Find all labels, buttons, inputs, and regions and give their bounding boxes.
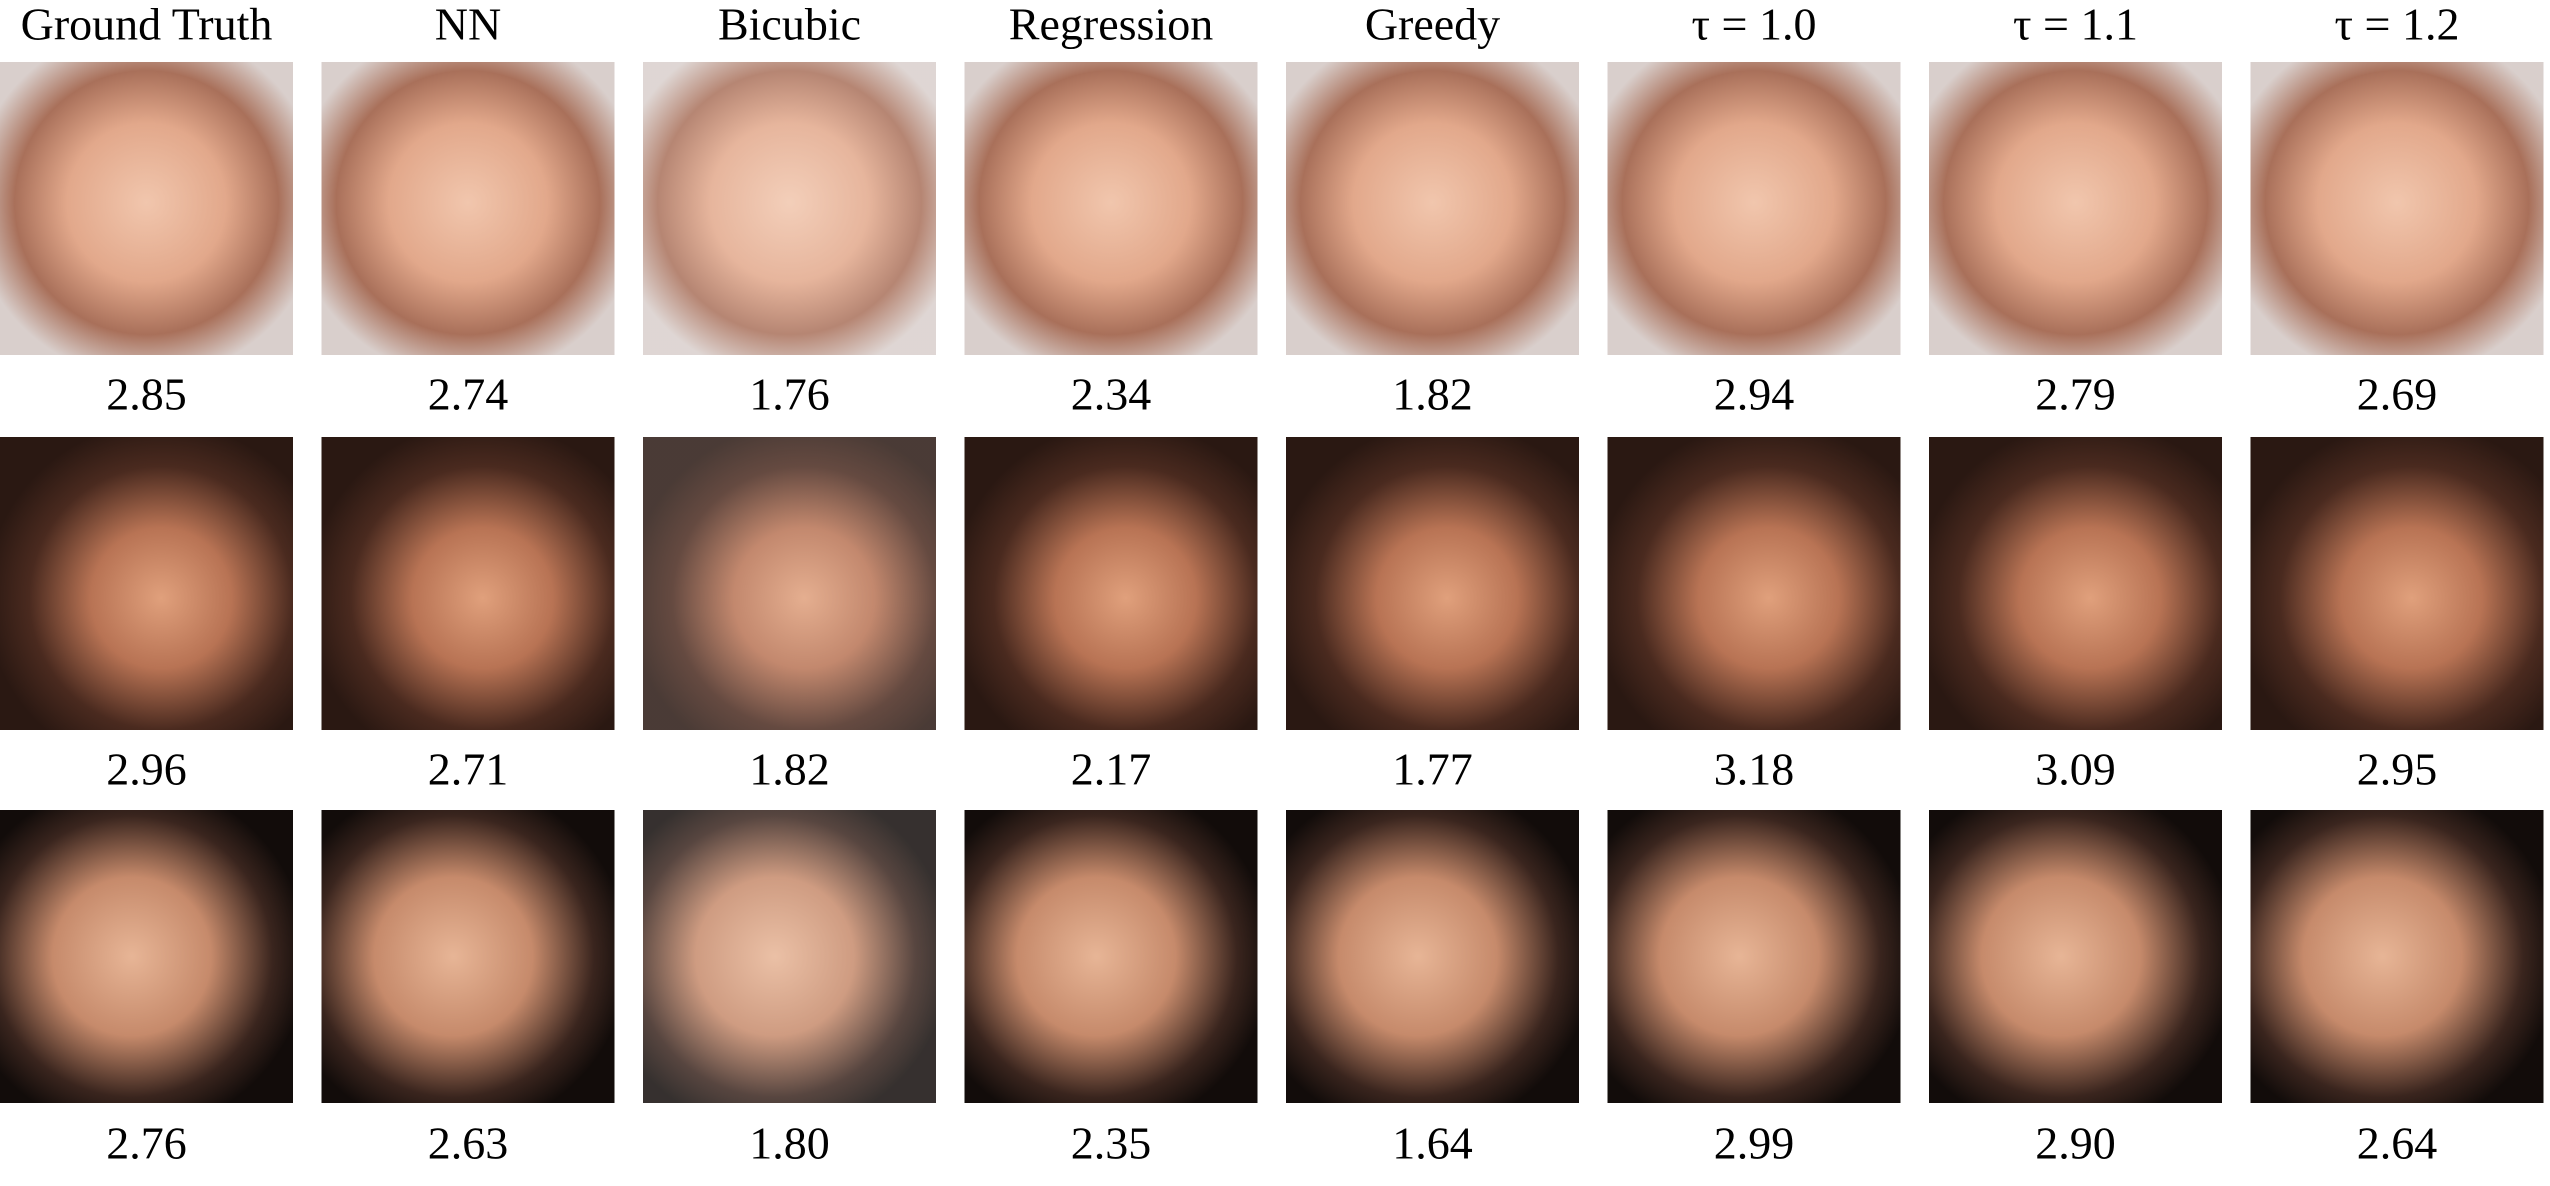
face-image [1929,437,2222,730]
column-header: Regression [1009,0,1213,50]
face-image [0,810,293,1103]
image-background [321,810,615,1103]
image-background [1929,810,2222,1103]
face-image [964,810,1258,1103]
column-header: Greedy [1365,0,1500,50]
column-header: τ = 1.2 [2335,0,2460,50]
score: 1.77 [1392,744,1473,795]
score: 2.17 [1071,744,1152,795]
score: 2.96 [106,744,187,795]
face-image [1286,62,1579,355]
image-background [2250,437,2544,730]
score: 2.63 [428,1118,509,1169]
score: 2.94 [1714,369,1795,420]
image-background [1607,437,1901,730]
column-header: NN [435,0,501,50]
score: 2.99 [1714,1118,1795,1169]
column-header: Ground Truth [21,0,273,50]
face-image [964,437,1258,730]
column-header: Bicubic [718,0,861,50]
score: 2.79 [2035,369,2116,420]
image-background [1286,62,1579,355]
face-image [1607,62,1901,355]
face-image [0,62,293,355]
image-background [2250,62,2544,355]
score: 2.74 [428,369,509,420]
score: 2.64 [2357,1118,2438,1169]
face-image [964,62,1258,355]
face-image [0,437,293,730]
image-background [1929,437,2222,730]
image-background [1929,62,2222,355]
face-image [643,62,936,355]
image-background [964,437,1258,730]
score: 1.64 [1392,1118,1473,1169]
score: 2.34 [1071,369,1152,420]
image-background [1286,810,1579,1103]
image-background [643,437,936,730]
column-header: τ = 1.1 [2013,0,2138,50]
score: 3.18 [1714,744,1795,795]
image-background [321,62,615,355]
image-background [0,437,293,730]
face-image [321,62,615,355]
face-image [643,810,936,1103]
face-image [1929,810,2222,1103]
score: 1.82 [1392,369,1473,420]
face-image [2250,62,2544,355]
face-image [2250,810,2544,1103]
score: 2.95 [2357,744,2438,795]
image-background [643,810,936,1103]
score: 1.82 [749,744,830,795]
score: 1.76 [749,369,830,420]
score: 2.90 [2035,1118,2116,1169]
score: 3.09 [2035,744,2116,795]
score: 2.69 [2357,369,2438,420]
score: 2.76 [106,1118,187,1169]
face-image [321,437,615,730]
face-image [2250,437,2544,730]
face-image [1607,810,1901,1103]
face-image [1929,62,2222,355]
face-image [1286,810,1579,1103]
image-background [2250,810,2544,1103]
face-image [321,810,615,1103]
image-background [1607,62,1901,355]
image-background [964,62,1258,355]
score: 2.71 [428,744,509,795]
image-background [0,810,293,1103]
score: 2.35 [1071,1118,1152,1169]
image-background [1286,437,1579,730]
face-image [1607,437,1901,730]
image-background [321,437,615,730]
column-header: τ = 1.0 [1692,0,1817,50]
image-background [643,62,936,355]
image-background [1607,810,1901,1103]
face-image [1286,437,1579,730]
image-background [964,810,1258,1103]
face-image [643,437,936,730]
image-background [0,62,293,355]
score: 2.85 [106,369,187,420]
score: 1.80 [749,1118,830,1169]
